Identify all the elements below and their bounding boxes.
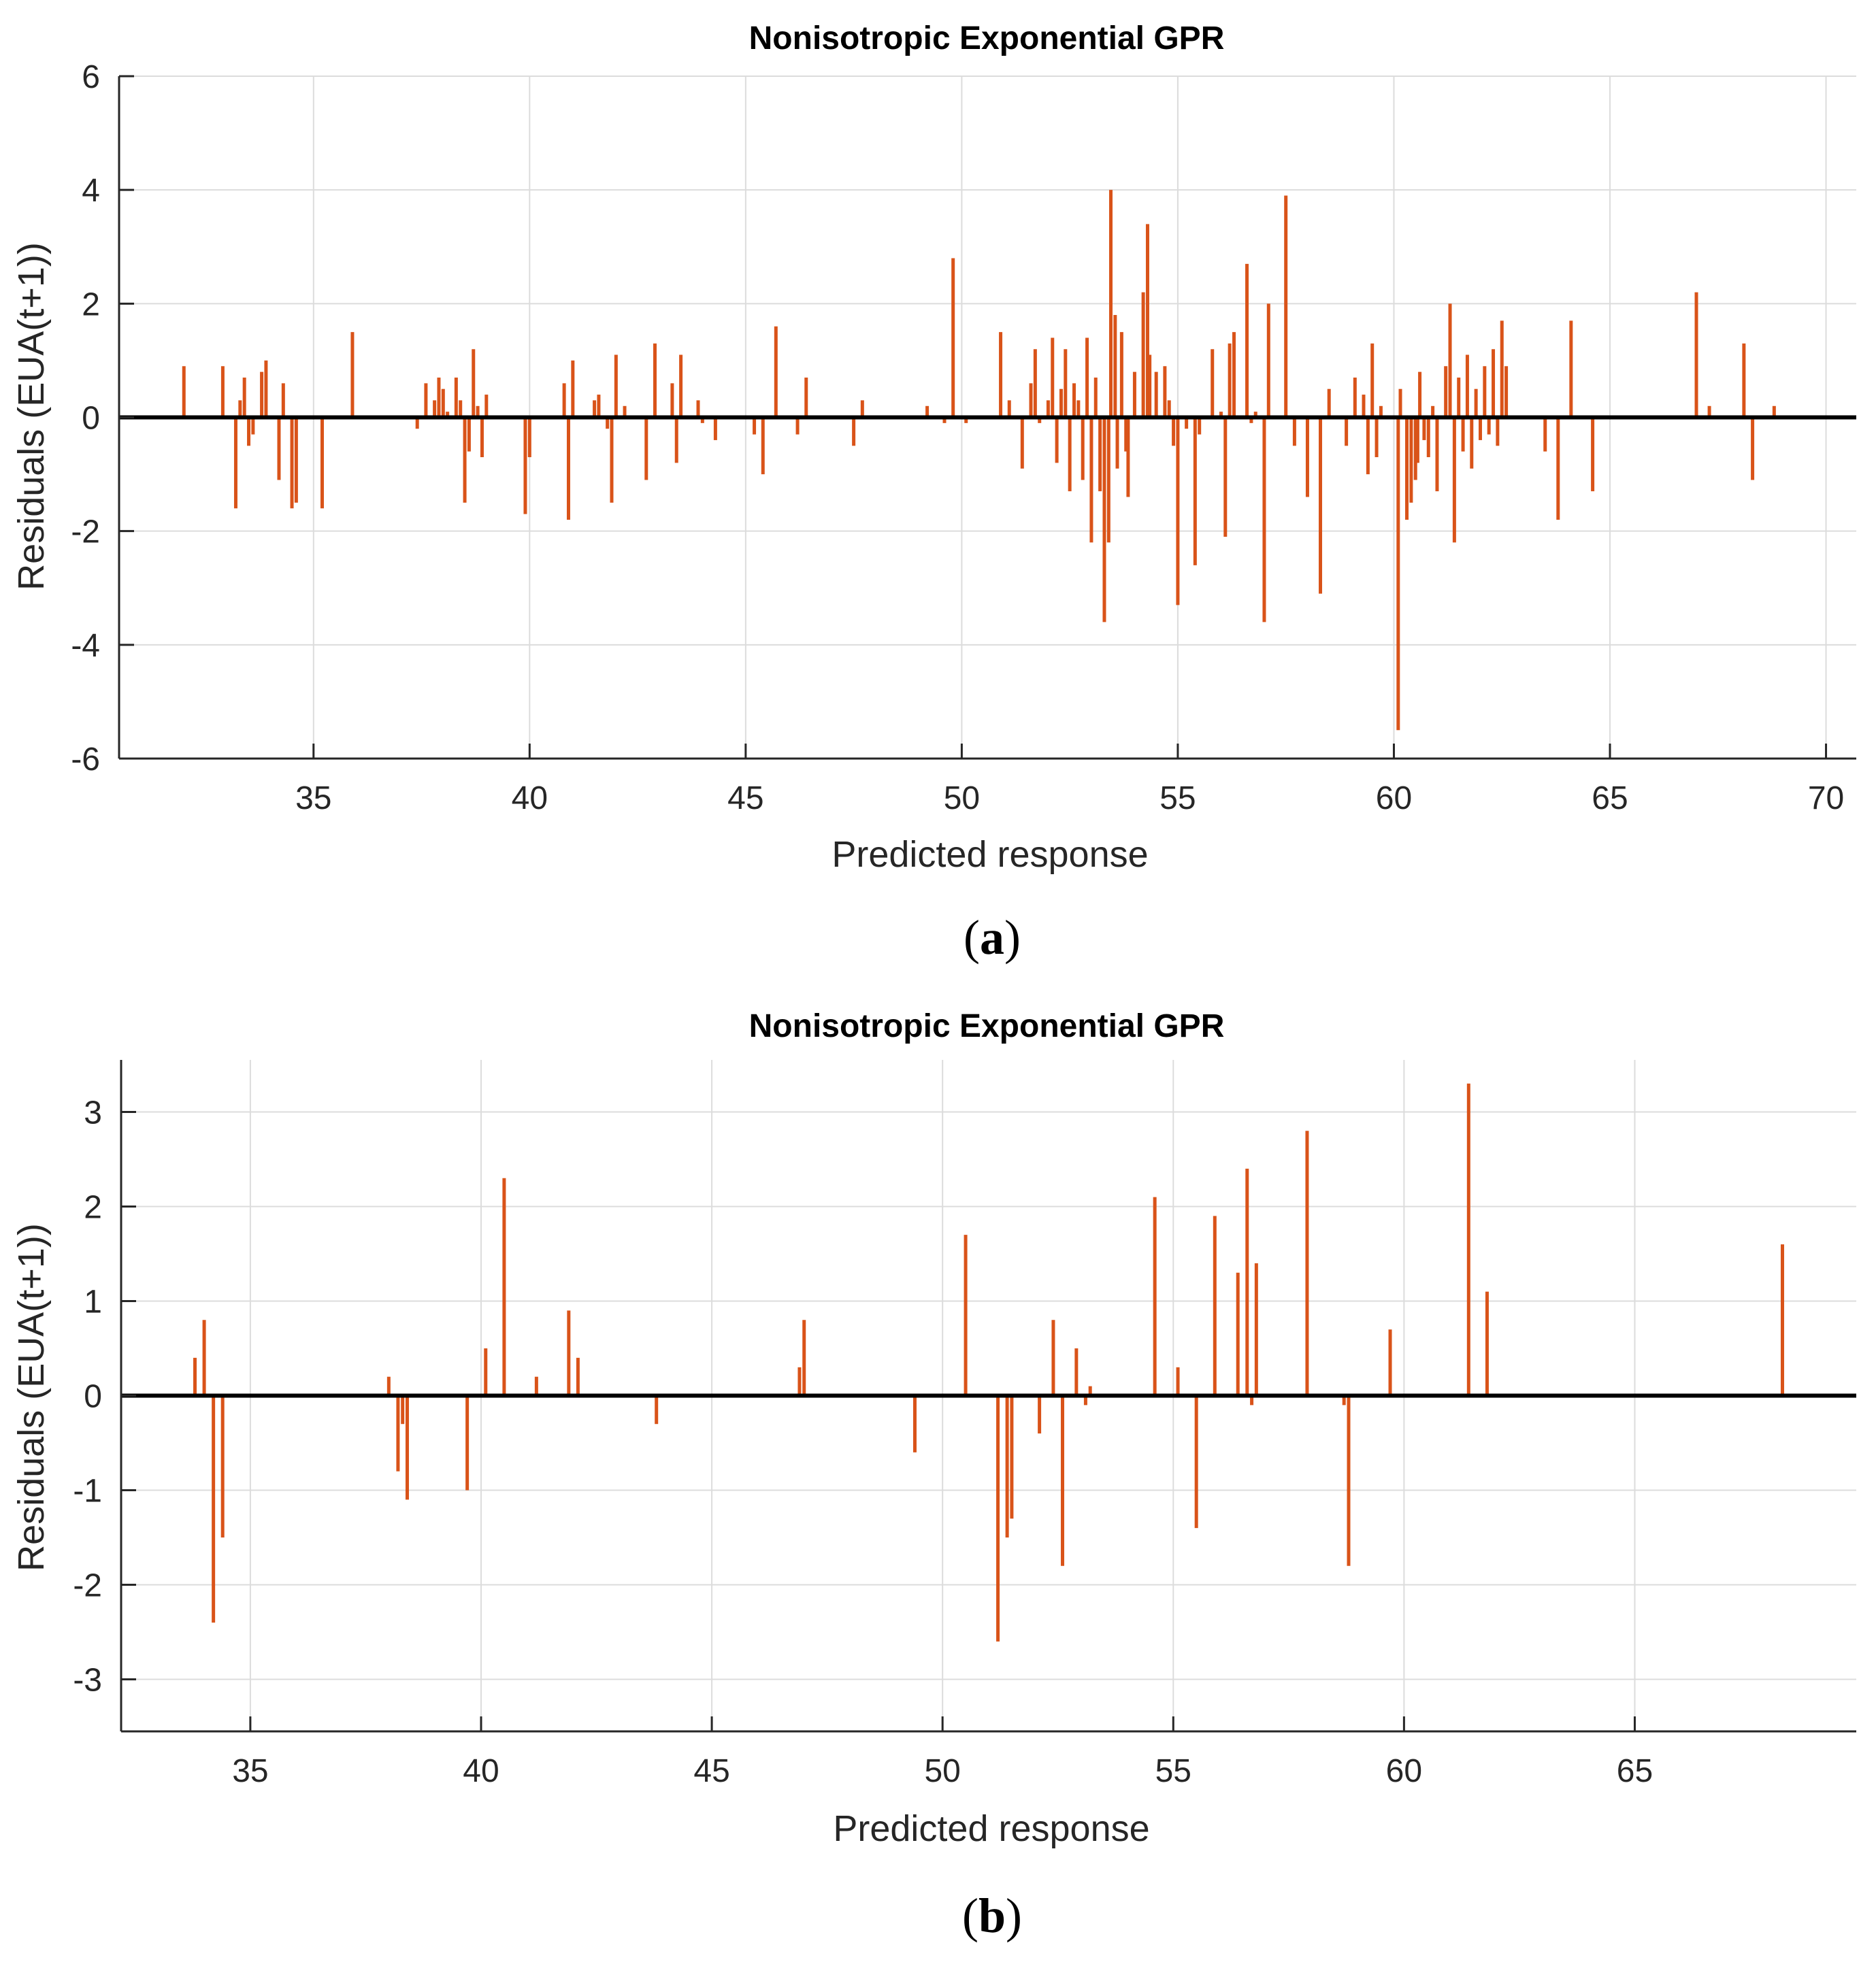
y-tick-label: -4 (71, 628, 100, 664)
y-axis-label: Residuals (EUA(t+1)) (11, 242, 52, 591)
axes (120, 1060, 1856, 1733)
x-tick-label: 35 (232, 1753, 268, 1789)
x-tick-label: 60 (1386, 1753, 1422, 1789)
y-tick-label: 2 (82, 286, 100, 322)
y-tick-label: -3 (73, 1663, 102, 1699)
chart-panel-b: Nonisotropic Exponential GPR 35 40 45 50 55 6… (11, 1008, 1856, 1943)
x-axis-label: Predicted response (833, 1808, 1149, 1849)
y-tick-label: -6 (71, 742, 100, 778)
caption-letter: a (980, 910, 1004, 965)
y-tick-label: 3 (84, 1095, 102, 1131)
x-tick-label: 50 (944, 780, 980, 816)
y-tick-label: 0 (82, 401, 100, 437)
y-tick-label: 2 (84, 1189, 102, 1225)
y-tick-label: 4 (82, 173, 100, 209)
y-axis-label: Residuals (EUA(t+1)) (11, 1223, 52, 1572)
x-tick-label: 55 (1155, 1753, 1191, 1789)
chart-title: Nonisotropic Exponential GPR (749, 20, 1225, 56)
tick-labels: 35 40 45 50 55 60 65 70 -6 -4 -2 0 2 4 6 (71, 59, 1844, 816)
x-tick-label: 55 (1159, 780, 1196, 816)
x-tick-label: 35 (295, 780, 331, 816)
x-tick-label: 60 (1376, 780, 1412, 816)
chart-title: Nonisotropic Exponential GPR (749, 1008, 1225, 1044)
tick-labels: 35 40 45 50 55 60 65 -3 -2 -1 0 1 2 3 (73, 1095, 1653, 1789)
x-tick-label: 40 (512, 780, 548, 816)
y-tick-label: 0 (84, 1379, 102, 1415)
chart-panel-a: Nonisotropic Exponential GPR 35 40 45 50 55 6… (11, 20, 1856, 965)
x-tick-label: 70 (1808, 780, 1844, 816)
y-tick-label: -2 (71, 514, 100, 550)
figure-caption: (a) (964, 910, 1021, 965)
y-tick-label: -2 (73, 1568, 102, 1604)
caption-letter: b (978, 1889, 1006, 1943)
x-tick-label: 50 (924, 1753, 960, 1789)
x-tick-label: 65 (1592, 780, 1628, 816)
x-tick-label: 40 (463, 1753, 499, 1789)
x-tick-label: 45 (693, 1753, 729, 1789)
residual-stems (182, 190, 1776, 731)
y-tick-label: -1 (73, 1474, 102, 1510)
y-tick-label: 6 (82, 59, 100, 95)
y-tick-label: 1 (84, 1284, 102, 1320)
x-tick-label: 45 (727, 780, 763, 816)
x-tick-label: 65 (1617, 1753, 1653, 1789)
figure-caption: (b) (962, 1889, 1022, 1943)
axes (118, 75, 1856, 760)
x-axis-label: Predicted response (832, 834, 1148, 875)
residual-stems (193, 1083, 1784, 1642)
